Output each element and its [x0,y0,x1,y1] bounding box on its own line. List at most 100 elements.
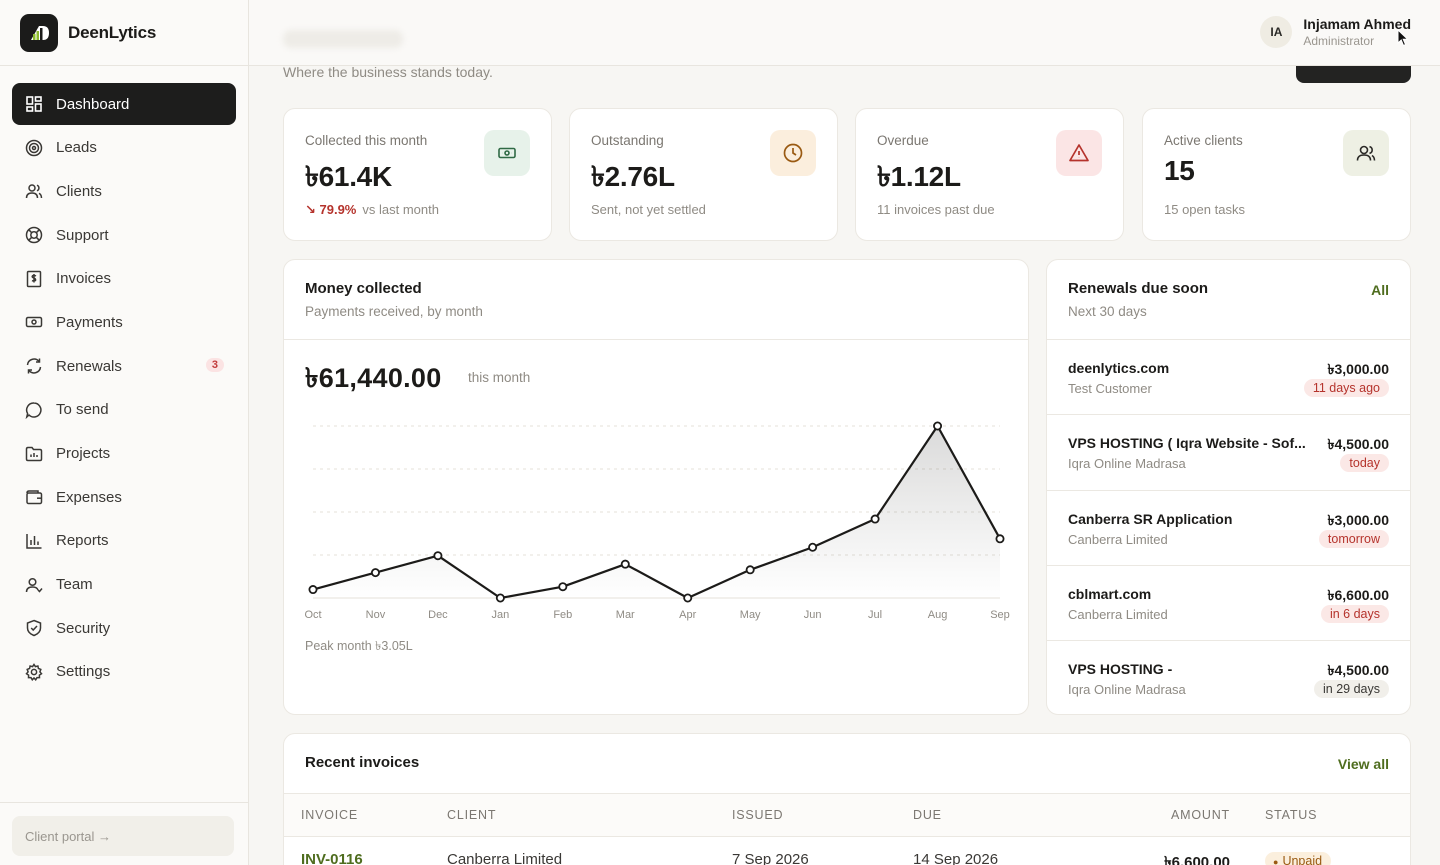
column-header[interactable]: AMOUNT [1171,808,1230,822]
money-collected-chart: Oct Nov Dec Jan Feb Mar Apr May Jun Jul Aug Sep [304,421,1010,621]
sidebar-item-label: Renewals [56,357,122,375]
column-header[interactable]: ISSUED [732,808,784,822]
due-badge: tomorrow [1318,529,1389,548]
stat-card-outstanding[interactable]: Outstanding ৳2.76L Sent, not yet settled [569,108,838,241]
page-subtitle: Where the business stands today. [283,64,493,80]
renewal-amount: ৳4,500.00 [1327,662,1389,679]
column-header[interactable]: DUE [913,808,942,822]
sidebar-item-label: Dashboard [56,95,130,113]
stat-value: 15 [1164,155,1195,186]
sidebar-item-label: Invoices [56,270,112,288]
renewal-name: cblmart.com [1068,585,1152,602]
sidebar: DeenLytics Dashboard Leads Clients Suppo… [0,0,249,865]
sidebar-item-label: Leads [56,139,97,157]
panel-subtitle: Payments received, by month [305,304,483,319]
x-tick-label: Nov [366,609,386,621]
sidebar-item-reports[interactable]: Reports [12,520,236,562]
invoice-icon [25,270,43,288]
bar-chart-icon [25,532,43,550]
renewal-client: Canberra Limited [1068,606,1168,622]
stat-card-active-clients[interactable]: Active clients 15 15 open tasks [1142,108,1411,241]
sidebar-item-invoices[interactable]: Invoices [12,258,236,300]
top-bar: IA Injamam Ahmed Administrator [249,0,1440,66]
sidebar-item-support[interactable]: Support [12,214,236,256]
client-portal-link[interactable]: Client portal → [12,816,234,856]
column-header[interactable]: STATUS [1265,808,1318,822]
x-tick-label: Oct [304,609,321,621]
sidebar-item-clients[interactable]: Clients [12,170,236,212]
renewals-all-link[interactable]: All [1371,282,1389,298]
gear-icon [25,663,43,681]
banknote-icon [484,130,530,176]
stat-card-overdue[interactable]: Overdue ৳1.12L 11 invoices past due [855,108,1124,241]
status-badge: ● Unpaid [1265,852,1332,865]
user-menu[interactable]: IA Injamam Ahmed Administrator [1260,16,1411,48]
renewal-name: VPS HOSTING - [1068,661,1173,678]
renewal-amount: ৳6,600.00 [1327,586,1389,603]
invoice-due: 14 Sep 2026 [913,851,999,865]
sidebar-item-label: Support [56,226,109,244]
sidebar-item-expenses[interactable]: Expenses [12,476,236,518]
due-badge: in 6 days [1320,604,1389,623]
data-point [870,514,880,524]
view-all-link[interactable]: View all [1337,756,1389,772]
data-point [683,593,693,603]
renewal-client: Iqra Online Madrasa [1068,456,1186,472]
list-item[interactable]: VPS HOSTING - Iqra Online Madrasa ৳4,500… [1047,641,1410,714]
dashboard-icon [25,95,43,113]
clock-icon [770,130,816,176]
stat-label: Outstanding [591,133,664,148]
sidebar-item-dashboard[interactable]: Dashboard [12,83,236,125]
recent-invoices-panel: Recent invoices View all INVOICE CLIENT … [283,733,1411,865]
sidebar-item-projects[interactable]: Projects [12,433,236,475]
renewal-name: Canberra SR Application [1068,510,1233,527]
x-tick-label: Apr [679,609,696,621]
stat-label: Active clients [1164,133,1243,148]
column-header[interactable]: INVOICE [301,808,358,822]
data-point [495,593,505,603]
peak-month-note: Peak month ৳3.05L [305,639,413,653]
sidebar-item-leads[interactable]: Leads [12,127,236,169]
users-icon [25,182,43,200]
sidebar-item-to-send[interactable]: To send [12,389,236,431]
invoice-number-link[interactable]: INV-0116 [301,851,363,865]
sidebar-item-renewals[interactable]: Renewals 3 [12,345,236,387]
x-tick-label: Sep [990,609,1010,621]
users-icon [1343,130,1389,176]
column-header[interactable]: CLIENT [447,808,497,822]
data-point [933,421,943,431]
x-tick-label: Mar [616,609,635,621]
renewal-amount: ৳4,500.00 [1327,436,1389,453]
panel-title: Recent invoices [305,754,420,771]
panel-title: Money collected [305,280,422,297]
brand[interactable]: DeenLytics [0,0,248,66]
status-dot-icon: ● [1273,857,1279,865]
banknote-icon [25,313,43,331]
x-tick-label: Dec [428,609,448,621]
stat-value: ৳2.76L [591,161,675,192]
collected-amount: ৳61,440.00 [305,363,442,393]
wallet-icon [25,488,43,506]
data-point [620,559,630,569]
renewal-amount: ৳3,000.00 [1327,511,1389,528]
new-invoice-button[interactable] [1296,66,1411,83]
due-badge: in 29 days [1314,680,1389,699]
folder-icon [25,445,43,463]
sidebar-item-security[interactable]: Security [12,607,236,649]
stat-card-collected[interactable]: Collected this month ৳61.4K ↘ 79.9% vs la… [283,108,552,241]
renewals-count-badge: 3 [205,358,224,373]
data-point [995,534,1005,544]
due-badge: today [1340,454,1389,473]
data-point [308,585,318,595]
stat-note: Sent, not yet settled [591,202,706,217]
list-item[interactable]: cblmart.com Canberra Limited ৳6,600.00 i… [1047,566,1410,642]
list-item[interactable]: Canberra SR Application Canberra Limited… [1047,491,1410,566]
list-item[interactable]: VPS HOSTING ( Iqra Website - Sof... Iqra… [1047,415,1410,491]
sidebar-item-settings[interactable]: Settings [12,651,236,693]
sidebar-item-team[interactable]: Team [12,564,236,606]
user-name: Injamam Ahmed [1303,16,1411,32]
invoice-client: Canberra Limited [447,851,563,865]
sidebar-item-payments[interactable]: Payments [12,301,236,343]
list-item[interactable]: deenlytics.com Test Customer ৳3,000.00 1… [1047,340,1410,416]
stat-value: ৳1.12L [877,161,961,192]
